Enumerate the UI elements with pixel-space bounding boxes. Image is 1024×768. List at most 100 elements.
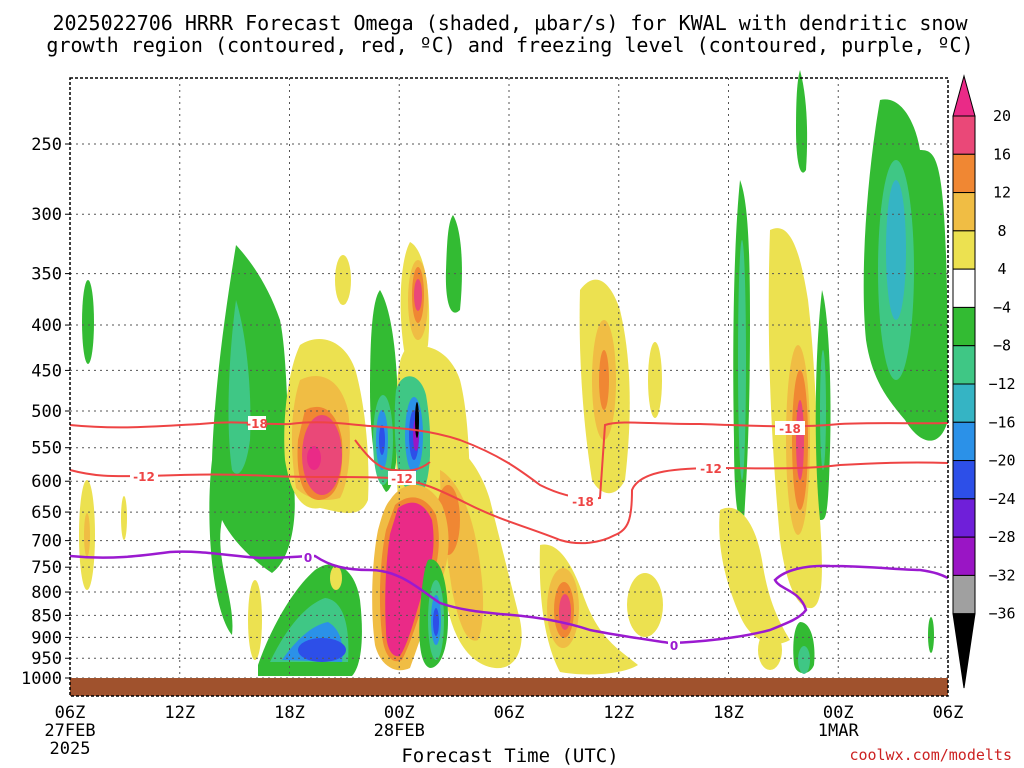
colorbar-label: −20 — [988, 452, 1015, 470]
x-tick-label: 12Z — [603, 703, 634, 723]
omega-area — [302, 415, 342, 495]
colorbar-swatch — [952, 153, 976, 194]
omega-area — [82, 280, 94, 364]
y-tick-label: 800 — [31, 583, 62, 603]
omega-area — [445, 215, 462, 313]
colorbar-label: 20 — [993, 107, 1011, 125]
y-axis-ticks: 2503003504004505005506006507007508008509… — [21, 135, 70, 689]
x-tick-label: 00Z — [384, 703, 415, 723]
y-tick-label: 300 — [31, 205, 62, 225]
colorbar-label: 4 — [997, 260, 1006, 278]
x-tick-label: 12Z — [164, 703, 195, 723]
x-tick-label: 18Z — [713, 703, 744, 723]
x-tick-label: 18Z — [274, 703, 305, 723]
omega-area — [433, 608, 439, 636]
y-tick-label: 250 — [31, 135, 62, 155]
omega-area — [599, 350, 609, 410]
y-tick-label: 400 — [31, 316, 62, 336]
colorbar-swatch — [952, 306, 976, 347]
y-tick-label: 850 — [31, 606, 62, 626]
omega-area — [738, 240, 746, 480]
omega-area — [84, 513, 90, 557]
x-tick-label: 00Z — [823, 703, 854, 723]
omega-area — [798, 646, 810, 674]
omega-area — [209, 245, 295, 635]
colorbar-label: −8 — [993, 337, 1011, 355]
omega-area — [796, 400, 804, 480]
y-tick-label: 350 — [31, 265, 62, 285]
dgz-minus18-inner — [354, 439, 431, 472]
colorbar-swatch — [952, 345, 976, 385]
omega-area — [414, 279, 422, 311]
omega-area — [758, 630, 782, 670]
omega-area — [248, 580, 262, 660]
y-tick-label: 550 — [31, 439, 62, 459]
colorbar-label: −12 — [988, 375, 1015, 393]
omega-area — [385, 502, 434, 657]
dgz-label: -18 — [572, 495, 594, 509]
colorbar-label: −28 — [988, 528, 1015, 546]
colorbar: 20 16 12 8 4 −4 −8 −12 −16 −20 −24 −28 −32 −36 — [952, 74, 1016, 689]
y-tick-label: 500 — [31, 402, 62, 422]
omega-area — [627, 573, 663, 637]
x-axis-label: Forecast Time (UTC) — [401, 745, 618, 767]
colorbar-swatch — [952, 498, 976, 538]
omega-area — [121, 496, 127, 540]
colorbar-label: 16 — [993, 145, 1011, 163]
y-tick-label: 1000 — [21, 669, 62, 689]
dgz-label: -12 — [391, 472, 413, 486]
omega-area — [648, 342, 662, 418]
colorbar-top-arrow — [952, 74, 976, 117]
omega-area — [886, 180, 906, 320]
ground-surface — [70, 678, 948, 696]
x-tick-date: 27FEB — [44, 721, 95, 741]
plot-frame — [69, 77, 949, 697]
y-tick-label: 900 — [31, 628, 62, 648]
dgz-label: -18 — [779, 422, 801, 436]
y-tick-label: 950 — [31, 649, 62, 669]
freezing-label: 0 — [670, 639, 678, 653]
y-tick-label: 650 — [31, 503, 62, 523]
omega-area — [298, 638, 346, 662]
colorbar-swatch — [952, 192, 976, 232]
colorbar-swatch — [952, 383, 976, 423]
omega-area — [719, 507, 790, 644]
x-tick-date: 1MAR — [818, 721, 860, 741]
contour-labels: -18 -12 -12 -18 -12 -18 0 0 — [130, 416, 805, 653]
colorbar-swatch — [952, 268, 976, 308]
omega-area — [559, 594, 571, 630]
dgz-label: -18 — [246, 417, 268, 431]
x-tick-year: 2025 — [50, 739, 91, 759]
dgz-label: -12 — [700, 462, 722, 476]
y-tick-label: 750 — [31, 558, 62, 578]
omega-area — [928, 617, 934, 653]
dgz-minus12-contour — [69, 461, 949, 545]
omega-area — [820, 350, 826, 470]
credit-text: coolwx.com/modelts — [849, 746, 1012, 764]
colorbar-swatch — [952, 115, 976, 155]
omega-area — [307, 446, 321, 470]
colorbar-swatch — [952, 421, 976, 462]
x-tick-label: 06Z — [933, 703, 964, 723]
colorbar-swatch — [952, 574, 976, 615]
colorbar-label: 8 — [997, 222, 1006, 240]
dgz-label: -12 — [133, 470, 155, 484]
x-tick-label: 06Z — [494, 703, 525, 723]
omega-area — [415, 402, 419, 438]
colorbar-label: −32 — [988, 566, 1015, 584]
omega-area — [228, 300, 251, 474]
x-tick-date: 28FEB — [374, 721, 425, 741]
freezing-label: 0 — [304, 551, 312, 565]
chart-title-line1: 2025022706 HRRR Forecast Omega (shaded, … — [52, 11, 968, 35]
y-tick-label: 450 — [31, 361, 62, 381]
colorbar-label: −24 — [988, 490, 1015, 508]
colorbar-label: −36 — [988, 605, 1015, 623]
omega-area — [796, 70, 808, 173]
omega-area — [330, 566, 342, 590]
colorbar-swatch — [952, 460, 976, 500]
colorbar-swatch — [952, 230, 976, 270]
colorbar-label: 12 — [993, 184, 1011, 202]
omega-shading — [79, 70, 948, 676]
